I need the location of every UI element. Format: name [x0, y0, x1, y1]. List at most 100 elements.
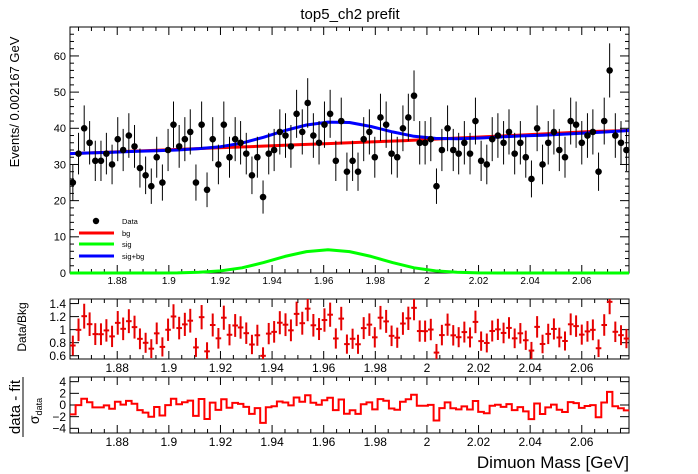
- data-point: [623, 146, 630, 154]
- pull-y-tick-label: 0: [59, 398, 66, 412]
- main-y-tick-label: 30: [54, 159, 66, 171]
- main-fit-curves: [69, 120, 630, 275]
- main-x-tick-label: 1.9: [162, 276, 176, 287]
- ratio-x-tick-label: 1.88: [106, 361, 130, 375]
- data-point: [561, 153, 569, 161]
- main-y-tick-label: 60: [54, 51, 66, 63]
- data-point: [265, 150, 273, 157]
- data-point: [556, 146, 563, 154]
- data-point: [153, 153, 161, 161]
- data-point: [91, 157, 99, 165]
- ratio-frame: [69, 298, 630, 360]
- pull-step-line: [70, 390, 630, 424]
- data-point: [472, 117, 479, 125]
- data-point: [136, 164, 144, 172]
- data-point: [444, 124, 451, 132]
- data-point: [142, 172, 149, 179]
- data-point: [248, 172, 256, 179]
- data-point: [483, 161, 491, 168]
- data-point: [164, 146, 172, 154]
- data-point: [393, 153, 401, 161]
- data-point: [125, 132, 133, 139]
- data-point: [97, 157, 105, 165]
- ratio-x-tick-label: 2.04: [518, 361, 542, 375]
- data-point: [108, 161, 116, 168]
- data-point: [438, 146, 446, 154]
- data-point: [500, 139, 507, 147]
- pull-x-tick-label: 1.9: [161, 435, 178, 449]
- data-point: [606, 67, 613, 74]
- data-point: [612, 132, 619, 139]
- data-point: [159, 179, 166, 186]
- data-point: [215, 161, 222, 168]
- data-point: [310, 132, 317, 139]
- pull-y-axis-title: data - fit σdata: [7, 377, 44, 437]
- ratio-y-tick-label: 1.2: [49, 310, 66, 324]
- ratio-x-tick-label: 1.96: [312, 361, 336, 375]
- ratio-y-axis-title: Data/Bkg: [15, 302, 29, 351]
- data-point: [203, 186, 211, 194]
- data-point: [337, 117, 345, 125]
- ratio-x-tick-label: 2.02: [467, 361, 491, 375]
- main-y-tick-label: 10: [54, 232, 66, 244]
- data-point: [567, 117, 574, 125]
- main-y-tick-label: 0: [60, 268, 66, 280]
- main-y-tick-label: 50: [54, 87, 66, 99]
- pull-x-tick-label: 2.04: [518, 435, 542, 449]
- main-data-points: [69, 43, 630, 214]
- data-point: [505, 128, 513, 136]
- pull-frame: [69, 376, 630, 434]
- ratio-x-tick-label: 1.94: [260, 361, 284, 375]
- data-point: [455, 150, 462, 157]
- data-point: [466, 150, 474, 157]
- data-point: [209, 135, 217, 143]
- data-point: [270, 146, 278, 154]
- legend-sigbg-label: sig+bg: [122, 252, 144, 261]
- pull-x-tick-label: 1.92: [209, 435, 233, 449]
- data-point: [198, 121, 205, 128]
- data-point: [550, 128, 558, 136]
- data-point: [494, 132, 502, 139]
- pull-histogram: [70, 390, 630, 424]
- pull-y-axis-sigma: σ: [26, 415, 42, 424]
- data-point: [186, 128, 194, 136]
- main-y-axis-title: Events/ 0.002167 GeV: [7, 36, 22, 167]
- data-point: [298, 128, 306, 136]
- data-point: [405, 114, 412, 121]
- pull-x-tick-label: 1.94: [260, 435, 284, 449]
- ratio-x-tick-label: 1.9: [161, 361, 178, 375]
- data-point: [220, 121, 228, 128]
- data-point: [522, 153, 530, 161]
- data-point: [175, 143, 183, 150]
- data-point: [75, 150, 82, 157]
- pull-x-tick-label: 2.02: [467, 435, 491, 449]
- data-point: [416, 139, 423, 147]
- pull-y-axis-subscript: data: [34, 398, 44, 416]
- data-point: [343, 168, 351, 176]
- data-point: [282, 132, 289, 139]
- data-point: [572, 121, 580, 128]
- data-point: [477, 157, 485, 165]
- data-point: [304, 99, 311, 107]
- pull-y-tick-label: −2: [52, 410, 66, 424]
- chart-title: top5_ch2 prefit: [300, 6, 400, 23]
- data-point: [427, 135, 435, 143]
- data-point: [539, 161, 546, 168]
- data-point: [80, 124, 88, 132]
- main-x-tick-label: 1.94: [262, 276, 282, 287]
- data-point: [544, 139, 552, 147]
- pull-y-tick-label: −4: [52, 422, 66, 436]
- x-axis-title: Dimuon Mass [GeV]: [477, 453, 629, 472]
- data-point: [399, 124, 407, 132]
- data-point: [192, 179, 200, 186]
- pull-x-tick-label: 2: [424, 435, 431, 449]
- data-point: [226, 153, 233, 161]
- ratio-x-tick-label: 2: [424, 361, 431, 375]
- data-point: [517, 139, 524, 147]
- ratio-y-tick-label: 1: [59, 323, 66, 337]
- data-point: [433, 182, 440, 190]
- pull-y-tick-label: 4: [59, 375, 66, 389]
- data-point: [349, 157, 356, 165]
